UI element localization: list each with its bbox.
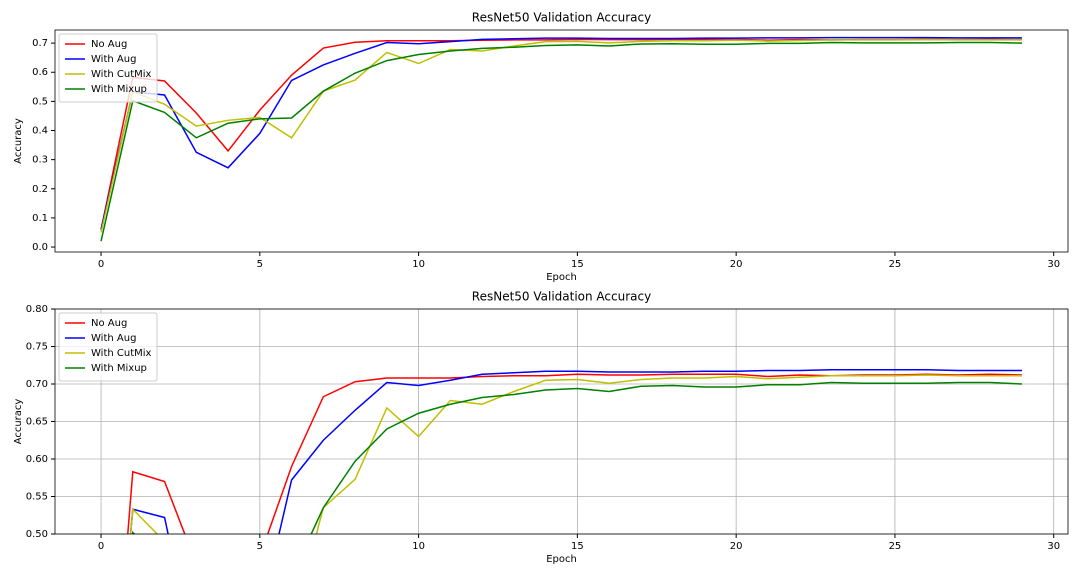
x-tick-label: 10 xyxy=(412,259,425,270)
x-tick-label: 20 xyxy=(730,541,743,552)
legend-box xyxy=(58,312,158,382)
y-tick-label: 0.65 xyxy=(26,417,48,428)
legend: No Aug With Aug With CutMix With Mixup xyxy=(58,312,158,382)
x-tick-label: 5 xyxy=(257,259,263,270)
y-tick-label: 0.2 xyxy=(32,184,48,195)
legend: No Aug With Aug With CutMix With Mixup xyxy=(58,33,158,103)
series-line xyxy=(100,41,1022,242)
y-tick-label: 0.1 xyxy=(32,213,48,224)
x-tick-label: 15 xyxy=(571,259,584,270)
y-tick-label: 0.70 xyxy=(26,379,48,390)
y-tick-label: 0.0 xyxy=(32,242,48,253)
x-tick-label: 25 xyxy=(889,259,902,270)
series-line xyxy=(100,38,1022,230)
legend-label: No Aug xyxy=(91,39,127,50)
chart-title: ResNet50 Validation Accuracy xyxy=(472,11,651,25)
legend-label: With Mixup xyxy=(91,363,147,374)
legend-label: With Aug xyxy=(91,54,136,65)
y-tick-label: 0.3 xyxy=(32,155,48,166)
x-tick-label: 15 xyxy=(571,541,584,552)
chart-title: ResNet50 Validation Accuracy xyxy=(472,290,651,304)
series-line xyxy=(127,373,1022,534)
y-tick-label: 0.7 xyxy=(32,38,48,49)
x-tick-label: 0 xyxy=(98,259,104,270)
legend-label: With CutMix xyxy=(91,69,152,80)
x-tick-label: 20 xyxy=(730,259,743,270)
x-tick-label: 30 xyxy=(1047,259,1060,270)
series-line xyxy=(129,374,1022,534)
legend-label: With Mixup xyxy=(91,84,147,95)
y-tick-label: 0.55 xyxy=(26,492,48,503)
x-tick-label: 5 xyxy=(257,541,263,552)
x-axis-label: Epoch xyxy=(546,554,577,565)
y-axis-label: Accuracy xyxy=(13,118,24,164)
series-line xyxy=(129,369,1022,534)
plot-frame xyxy=(54,29,1069,253)
y-tick-label: 0.50 xyxy=(26,529,48,540)
series-line xyxy=(100,36,1022,230)
y-tick-label: 0.6 xyxy=(32,67,48,78)
y-tick-label: 0.80 xyxy=(26,304,48,315)
legend-box xyxy=(58,33,158,103)
y-tick-label: 0.4 xyxy=(32,126,48,137)
y-tick-label: 0.5 xyxy=(32,96,48,107)
plot-lines xyxy=(127,369,1022,534)
legend-label: With CutMix xyxy=(91,348,152,359)
series-line xyxy=(100,38,1022,233)
x-tick-label: 30 xyxy=(1047,541,1060,552)
y-axis-label: Accuracy xyxy=(13,399,24,445)
y-tick-label: 0.60 xyxy=(26,454,48,465)
x-tick-label: 0 xyxy=(98,541,104,552)
plot-lines xyxy=(100,36,1022,242)
x-axis-label: Epoch xyxy=(546,272,577,283)
y-tick-label: 0.75 xyxy=(26,342,48,353)
x-tick-label: 10 xyxy=(412,541,425,552)
series-line xyxy=(131,381,1022,534)
legend-label: No Aug xyxy=(91,318,127,329)
plot-frame xyxy=(54,308,1069,535)
legend-label: With Aug xyxy=(91,333,136,344)
x-tick-label: 25 xyxy=(889,541,902,552)
